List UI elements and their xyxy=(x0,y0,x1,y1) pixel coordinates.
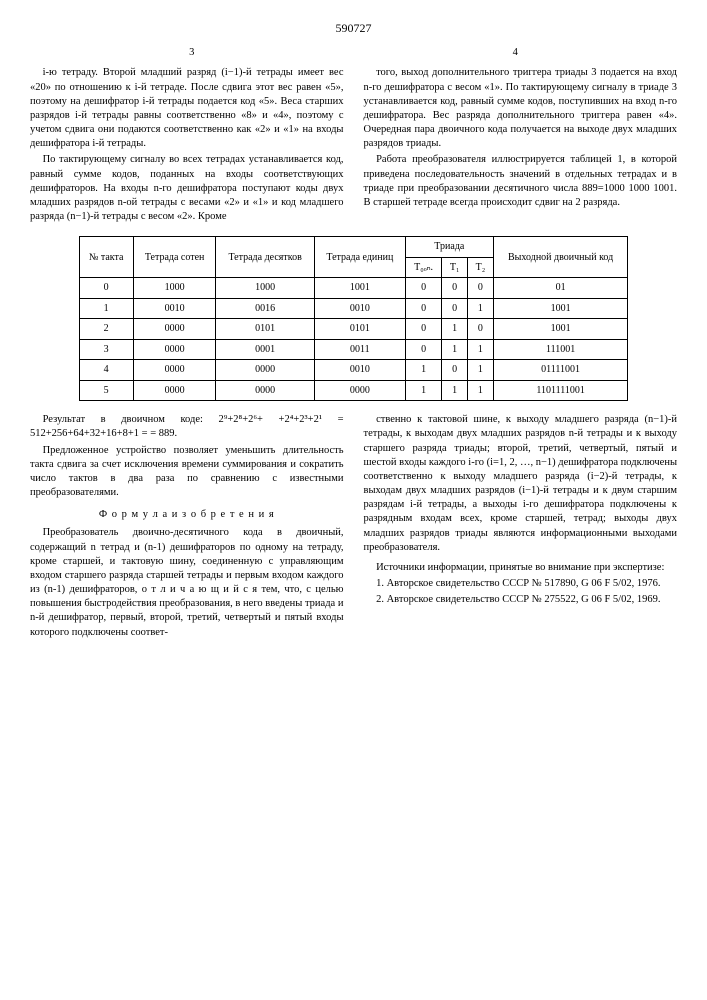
table-cell: 01111001 xyxy=(493,360,628,381)
table-cell: 0010 xyxy=(314,360,405,381)
th-units: Тетрада единиц xyxy=(314,237,405,278)
table-cell: 0 xyxy=(468,278,494,299)
document-number: 590727 xyxy=(30,20,677,36)
col-num-right: 4 xyxy=(513,46,518,60)
th-output: Выходной двоичный код xyxy=(493,237,628,278)
table-cell: 4 xyxy=(79,360,133,381)
th-t0: T₀ₒₙ. xyxy=(405,257,441,278)
table-cell: 1 xyxy=(468,360,494,381)
ref-item: 1. Авторское свидетельство СССР № 517890… xyxy=(364,577,678,591)
para: Преобразователь двоично-десятичного кода… xyxy=(30,526,344,639)
table-row: 3000000010011011111001 xyxy=(79,339,628,360)
table-cell: 0011 xyxy=(314,339,405,360)
table-cell: 1000 xyxy=(133,278,216,299)
para: i-ю тетраду. Второй младший разряд (i−1)… xyxy=(30,66,344,151)
table-cell: 01 xyxy=(493,278,628,299)
table-row: 400000000001010101111001 xyxy=(79,360,628,381)
table-cell: 2 xyxy=(79,319,133,340)
table-cell: 0 xyxy=(468,319,494,340)
table-cell: 0000 xyxy=(133,319,216,340)
table-cell: 0010 xyxy=(133,298,216,319)
table-cell: 0 xyxy=(442,298,468,319)
th-takt: № такта xyxy=(79,237,133,278)
table-cell: 1 xyxy=(442,339,468,360)
table-cell: 1 xyxy=(442,319,468,340)
para: Предложенное устройство позволяет уменьш… xyxy=(30,444,344,501)
column-numbers: 3 4 xyxy=(30,46,677,60)
table-cell: 0010 xyxy=(314,298,405,319)
table-cell: 0000 xyxy=(133,360,216,381)
formula-title: Ф о р м у л а и з о б р е т е н и я xyxy=(30,508,344,522)
table-cell: 0 xyxy=(442,360,468,381)
table-cell: 0 xyxy=(405,278,441,299)
table-cell: 1 xyxy=(405,360,441,381)
th-tens: Тетрада десятков xyxy=(216,237,314,278)
refs-title: Источники информации, принятые во вниман… xyxy=(364,561,678,575)
result-line: Результат в двоичном коде: 2⁹+2⁸+2⁶+ +2⁴… xyxy=(30,413,344,441)
table-cell: 0101 xyxy=(216,319,314,340)
para: ственно к тактовой шине, к выходу младше… xyxy=(364,413,678,555)
table-cell: 0000 xyxy=(216,380,314,401)
table-cell: 1101111001 xyxy=(493,380,628,401)
table-cell: 0 xyxy=(79,278,133,299)
table-cell: 0000 xyxy=(133,339,216,360)
table-cell: 0 xyxy=(405,319,441,340)
table-cell: 0000 xyxy=(216,360,314,381)
table-cell: 1000 xyxy=(216,278,314,299)
table-cell: 0 xyxy=(405,339,441,360)
table-row: 50000000000001111101111001 xyxy=(79,380,628,401)
table-cell: 1001 xyxy=(493,319,628,340)
th-t1: T₁ xyxy=(442,257,468,278)
table-cell: 0001 xyxy=(216,339,314,360)
table-cell: 1 xyxy=(468,298,494,319)
para: Работа преобразователя иллюстрируется та… xyxy=(364,153,678,210)
table-cell: 1 xyxy=(468,339,494,360)
table-cell: 3 xyxy=(79,339,133,360)
top-text-columns: i-ю тетраду. Второй младший разряд (i−1)… xyxy=(30,66,677,224)
col-num-left: 3 xyxy=(189,46,194,60)
table-cell: 5 xyxy=(79,380,133,401)
table-cell: 1 xyxy=(468,380,494,401)
table-cell: 0000 xyxy=(314,380,405,401)
para: По тактирующему сигналу во всех тетрадах… xyxy=(30,153,344,224)
ref-item: 2. Авторское свидетельство СССР № 275522… xyxy=(364,593,678,607)
table-cell: 1 xyxy=(442,380,468,401)
table-cell: 111001 xyxy=(493,339,628,360)
table-cell: 1 xyxy=(79,298,133,319)
para: того, выход дополнительного триггера три… xyxy=(364,66,678,151)
table-cell: 0000 xyxy=(133,380,216,401)
table-cell: 0101 xyxy=(314,319,405,340)
table-row: 10010001600100011001 xyxy=(79,298,628,319)
conversion-table: № такта Тетрада сотен Тетрада десятков Т… xyxy=(79,236,629,401)
table-row: 20000010101010101001 xyxy=(79,319,628,340)
th-triad: Триада xyxy=(405,237,493,258)
table-cell: 0 xyxy=(405,298,441,319)
th-t2: T₂ xyxy=(468,257,494,278)
table-cell: 0016 xyxy=(216,298,314,319)
table-cell: 1001 xyxy=(314,278,405,299)
table-cell: 1001 xyxy=(493,298,628,319)
table-row: 010001000100100001 xyxy=(79,278,628,299)
bottom-text-columns: Результат в двоичном коде: 2⁹+2⁸+2⁶+ +2⁴… xyxy=(30,413,677,640)
table-cell: 0 xyxy=(442,278,468,299)
table-cell: 1 xyxy=(405,380,441,401)
th-hundreds: Тетрада сотен xyxy=(133,237,216,278)
